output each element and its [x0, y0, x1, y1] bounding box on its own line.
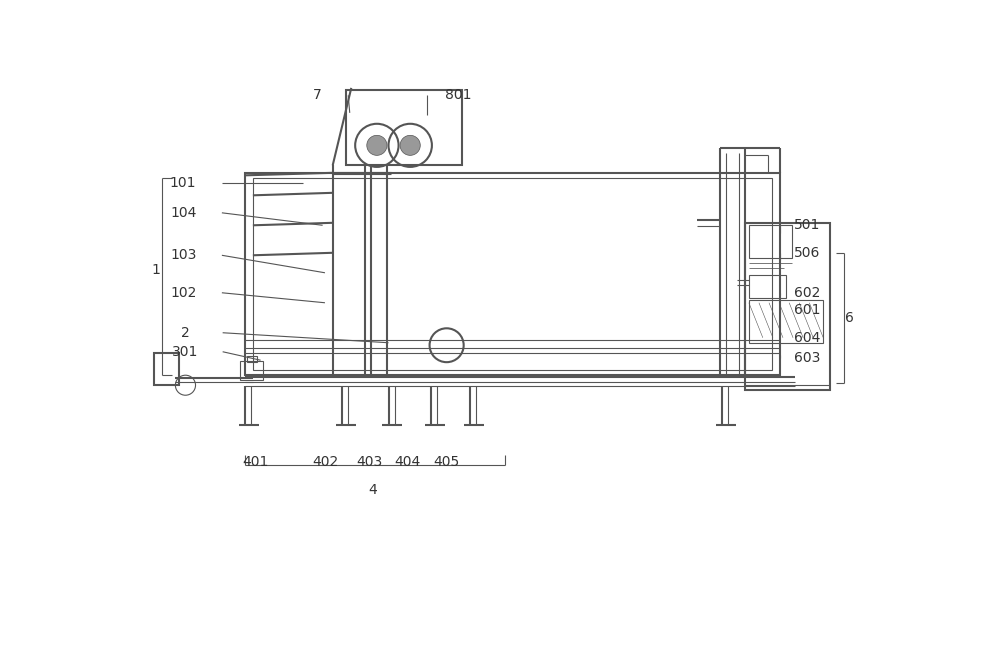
Bar	[745, 223, 830, 390]
Text: 601: 601	[794, 303, 820, 317]
Bar	[346, 90, 462, 165]
Text: 602: 602	[794, 286, 820, 300]
Bar	[245, 173, 780, 375]
Text: 4: 4	[369, 483, 377, 497]
Bar	[240, 361, 263, 380]
Bar	[247, 356, 257, 362]
Text: 402: 402	[312, 455, 338, 469]
Text: 1: 1	[152, 263, 160, 277]
Circle shape	[400, 136, 420, 155]
Circle shape	[367, 136, 387, 155]
Text: 301: 301	[172, 345, 199, 359]
Bar	[749, 225, 792, 258]
Text: 405: 405	[434, 455, 460, 469]
Text: 603: 603	[794, 350, 820, 365]
Bar	[749, 300, 822, 343]
Text: 104: 104	[170, 206, 196, 220]
Text: 101: 101	[170, 176, 196, 190]
Text: 403: 403	[356, 455, 382, 469]
Text: 501: 501	[794, 218, 820, 232]
Bar	[253, 178, 772, 370]
Text: 103: 103	[170, 249, 196, 262]
Text: 604: 604	[794, 331, 820, 345]
Text: 102: 102	[170, 286, 196, 300]
Text: 401: 401	[242, 455, 268, 469]
Text: 6: 6	[845, 311, 854, 324]
Text: 2: 2	[181, 326, 190, 339]
Text: 801: 801	[445, 88, 472, 103]
Text: 506: 506	[794, 246, 820, 260]
Text: 404: 404	[395, 455, 421, 469]
Bar	[154, 353, 179, 386]
Bar	[749, 275, 786, 298]
Text: 7: 7	[313, 88, 322, 103]
